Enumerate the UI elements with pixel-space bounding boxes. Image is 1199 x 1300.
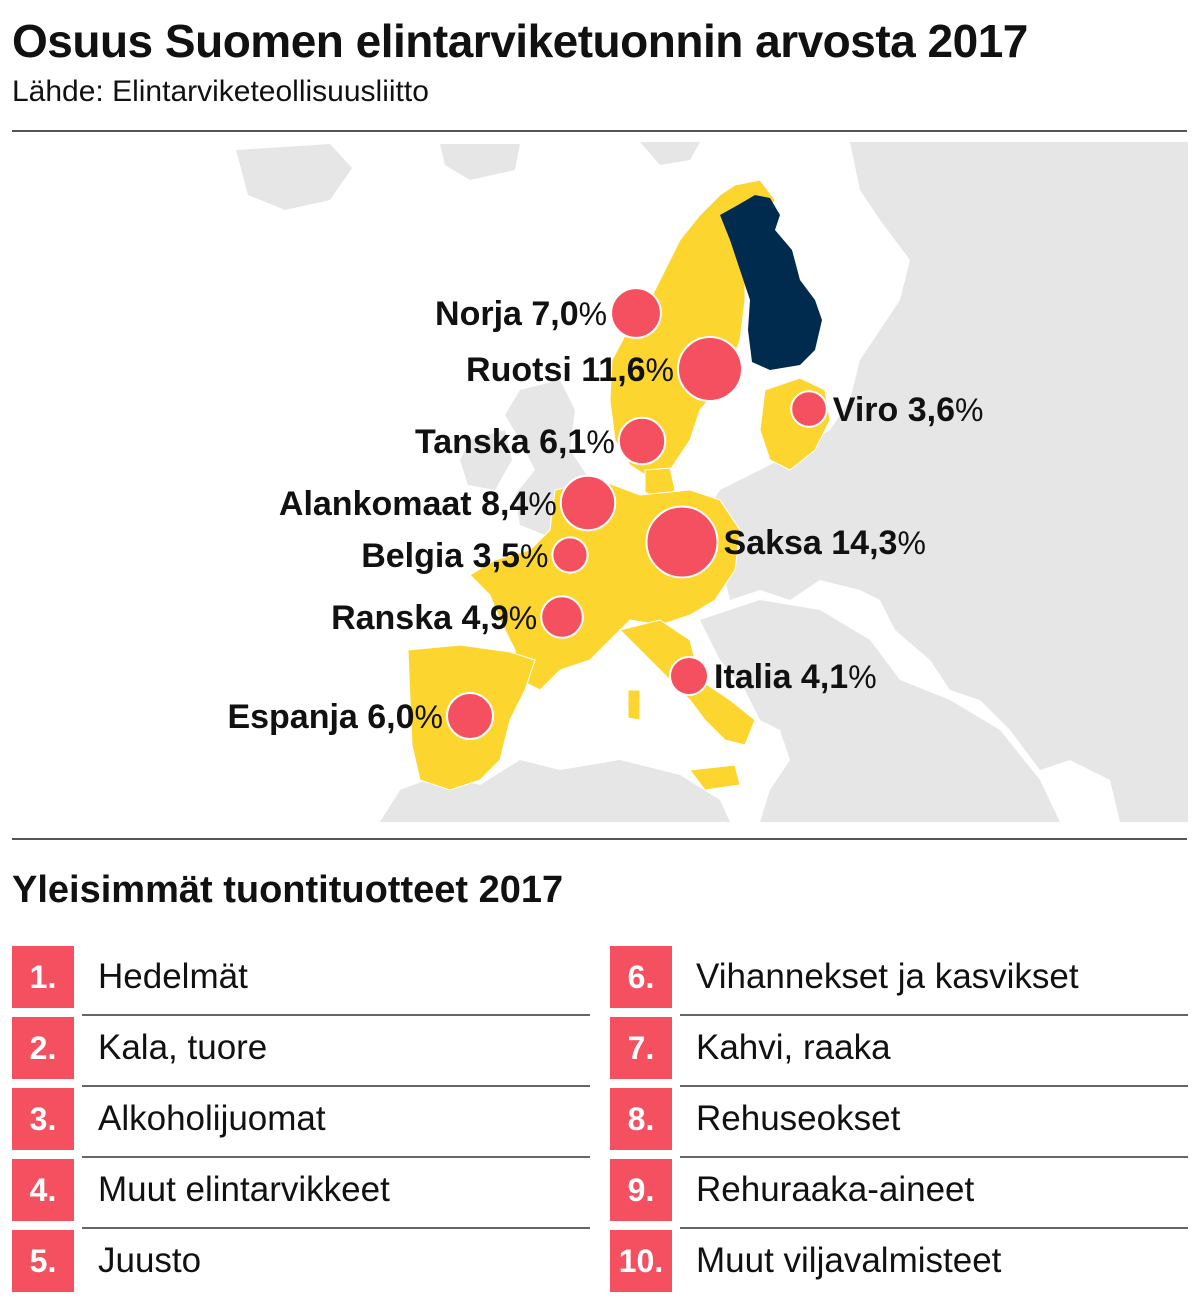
product-rank: 10. [610, 1230, 672, 1292]
product-name: Kahvi, raaka [696, 1028, 891, 1067]
label-norja: Norja 7,0% [435, 295, 607, 333]
product-item: 3. Alkoholijuomat [12, 1088, 590, 1158]
source-text: Lähde: Elintarviketeollisuusliitto [12, 75, 429, 108]
bubble-viro [790, 390, 828, 428]
product-rank: 7. [610, 1017, 672, 1079]
product-item: 5. Juusto [12, 1230, 590, 1292]
product-divider [680, 1156, 1188, 1158]
label-saksa: Saksa 14,3% [724, 524, 926, 562]
product-item: 6. Vihannekset ja kasvikset [610, 946, 1188, 1016]
product-item: 9. Rehuraaka-aineet [610, 1159, 1188, 1229]
label-belgia: Belgia 3,5% [361, 537, 548, 575]
product-item: 4. Muut elintarvikkeet [12, 1159, 590, 1229]
product-item: 2. Kala, tuore [12, 1017, 590, 1087]
product-divider [680, 1227, 1188, 1229]
finland-shape [720, 195, 822, 370]
product-divider [82, 1014, 590, 1016]
product-divider [680, 1014, 1188, 1016]
product-divider [82, 1156, 590, 1158]
markers-layer: Norja 7,0% Ruotsi 11,6% Viro 3,6% Tanska 6,… [227, 287, 984, 740]
products-title: Yleisimmät tuontituotteet 2017 [12, 869, 564, 911]
label-viro: Viro 3,6% [833, 391, 984, 429]
product-rank: 9. [610, 1159, 672, 1221]
product-rank: 6. [610, 946, 672, 1008]
product-rank: 8. [610, 1088, 672, 1150]
top-divider [12, 130, 1187, 132]
bubble-espanja [446, 692, 494, 740]
product-name: Alkoholijuomat [98, 1099, 326, 1138]
label-alankomaat: Alankomaat 8,4% [279, 485, 557, 523]
page-title: Osuus Suomen elintarviketuonnin arvosta … [12, 15, 1028, 67]
bubble-alankomaat [559, 474, 617, 532]
label-tanska: Tanska 6,1% [415, 423, 615, 461]
bubble-saksa [645, 505, 719, 579]
product-rank: 1. [12, 946, 74, 1008]
product-item: 1. Hedelmät [12, 946, 590, 1016]
product-item: 7. Kahvi, raaka [610, 1017, 1188, 1087]
product-name: Rehuseokset [696, 1099, 901, 1138]
bubble-ruotsi [677, 336, 743, 402]
label-ranska: Ranska 4,9% [331, 599, 537, 637]
label-italia: Italia 4,1% [714, 658, 877, 696]
product-item: 8. Rehuseokset [610, 1088, 1188, 1158]
label-ruotsi: Ruotsi 11,6% [466, 351, 674, 389]
product-divider [82, 1227, 590, 1229]
bubble-ranska [540, 595, 584, 639]
product-name: Kala, tuore [98, 1028, 268, 1067]
bubble-belgia [551, 536, 589, 574]
product-item: 10. Muut viljavalmisteet [610, 1230, 1188, 1292]
product-rank: 3. [12, 1088, 74, 1150]
bubble-italia [669, 656, 709, 696]
product-rank: 5. [12, 1230, 74, 1292]
product-name: Rehuraaka-aineet [696, 1170, 975, 1209]
bubble-norja [610, 287, 662, 339]
product-divider [82, 1085, 590, 1087]
product-rank: 2. [12, 1017, 74, 1079]
bubble-tanska [617, 416, 667, 466]
product-name: Muut viljavalmisteet [696, 1241, 1002, 1280]
label-espanja: Espanja 6,0% [227, 698, 443, 736]
product-name: Vihannekset ja kasvikset [696, 957, 1079, 996]
product-divider [680, 1085, 1188, 1087]
middle-divider [12, 838, 1187, 840]
product-name: Hedelmät [98, 957, 248, 996]
product-name: Muut elintarvikkeet [98, 1170, 390, 1209]
product-name: Juusto [98, 1241, 202, 1280]
product-rank: 4. [12, 1159, 74, 1221]
